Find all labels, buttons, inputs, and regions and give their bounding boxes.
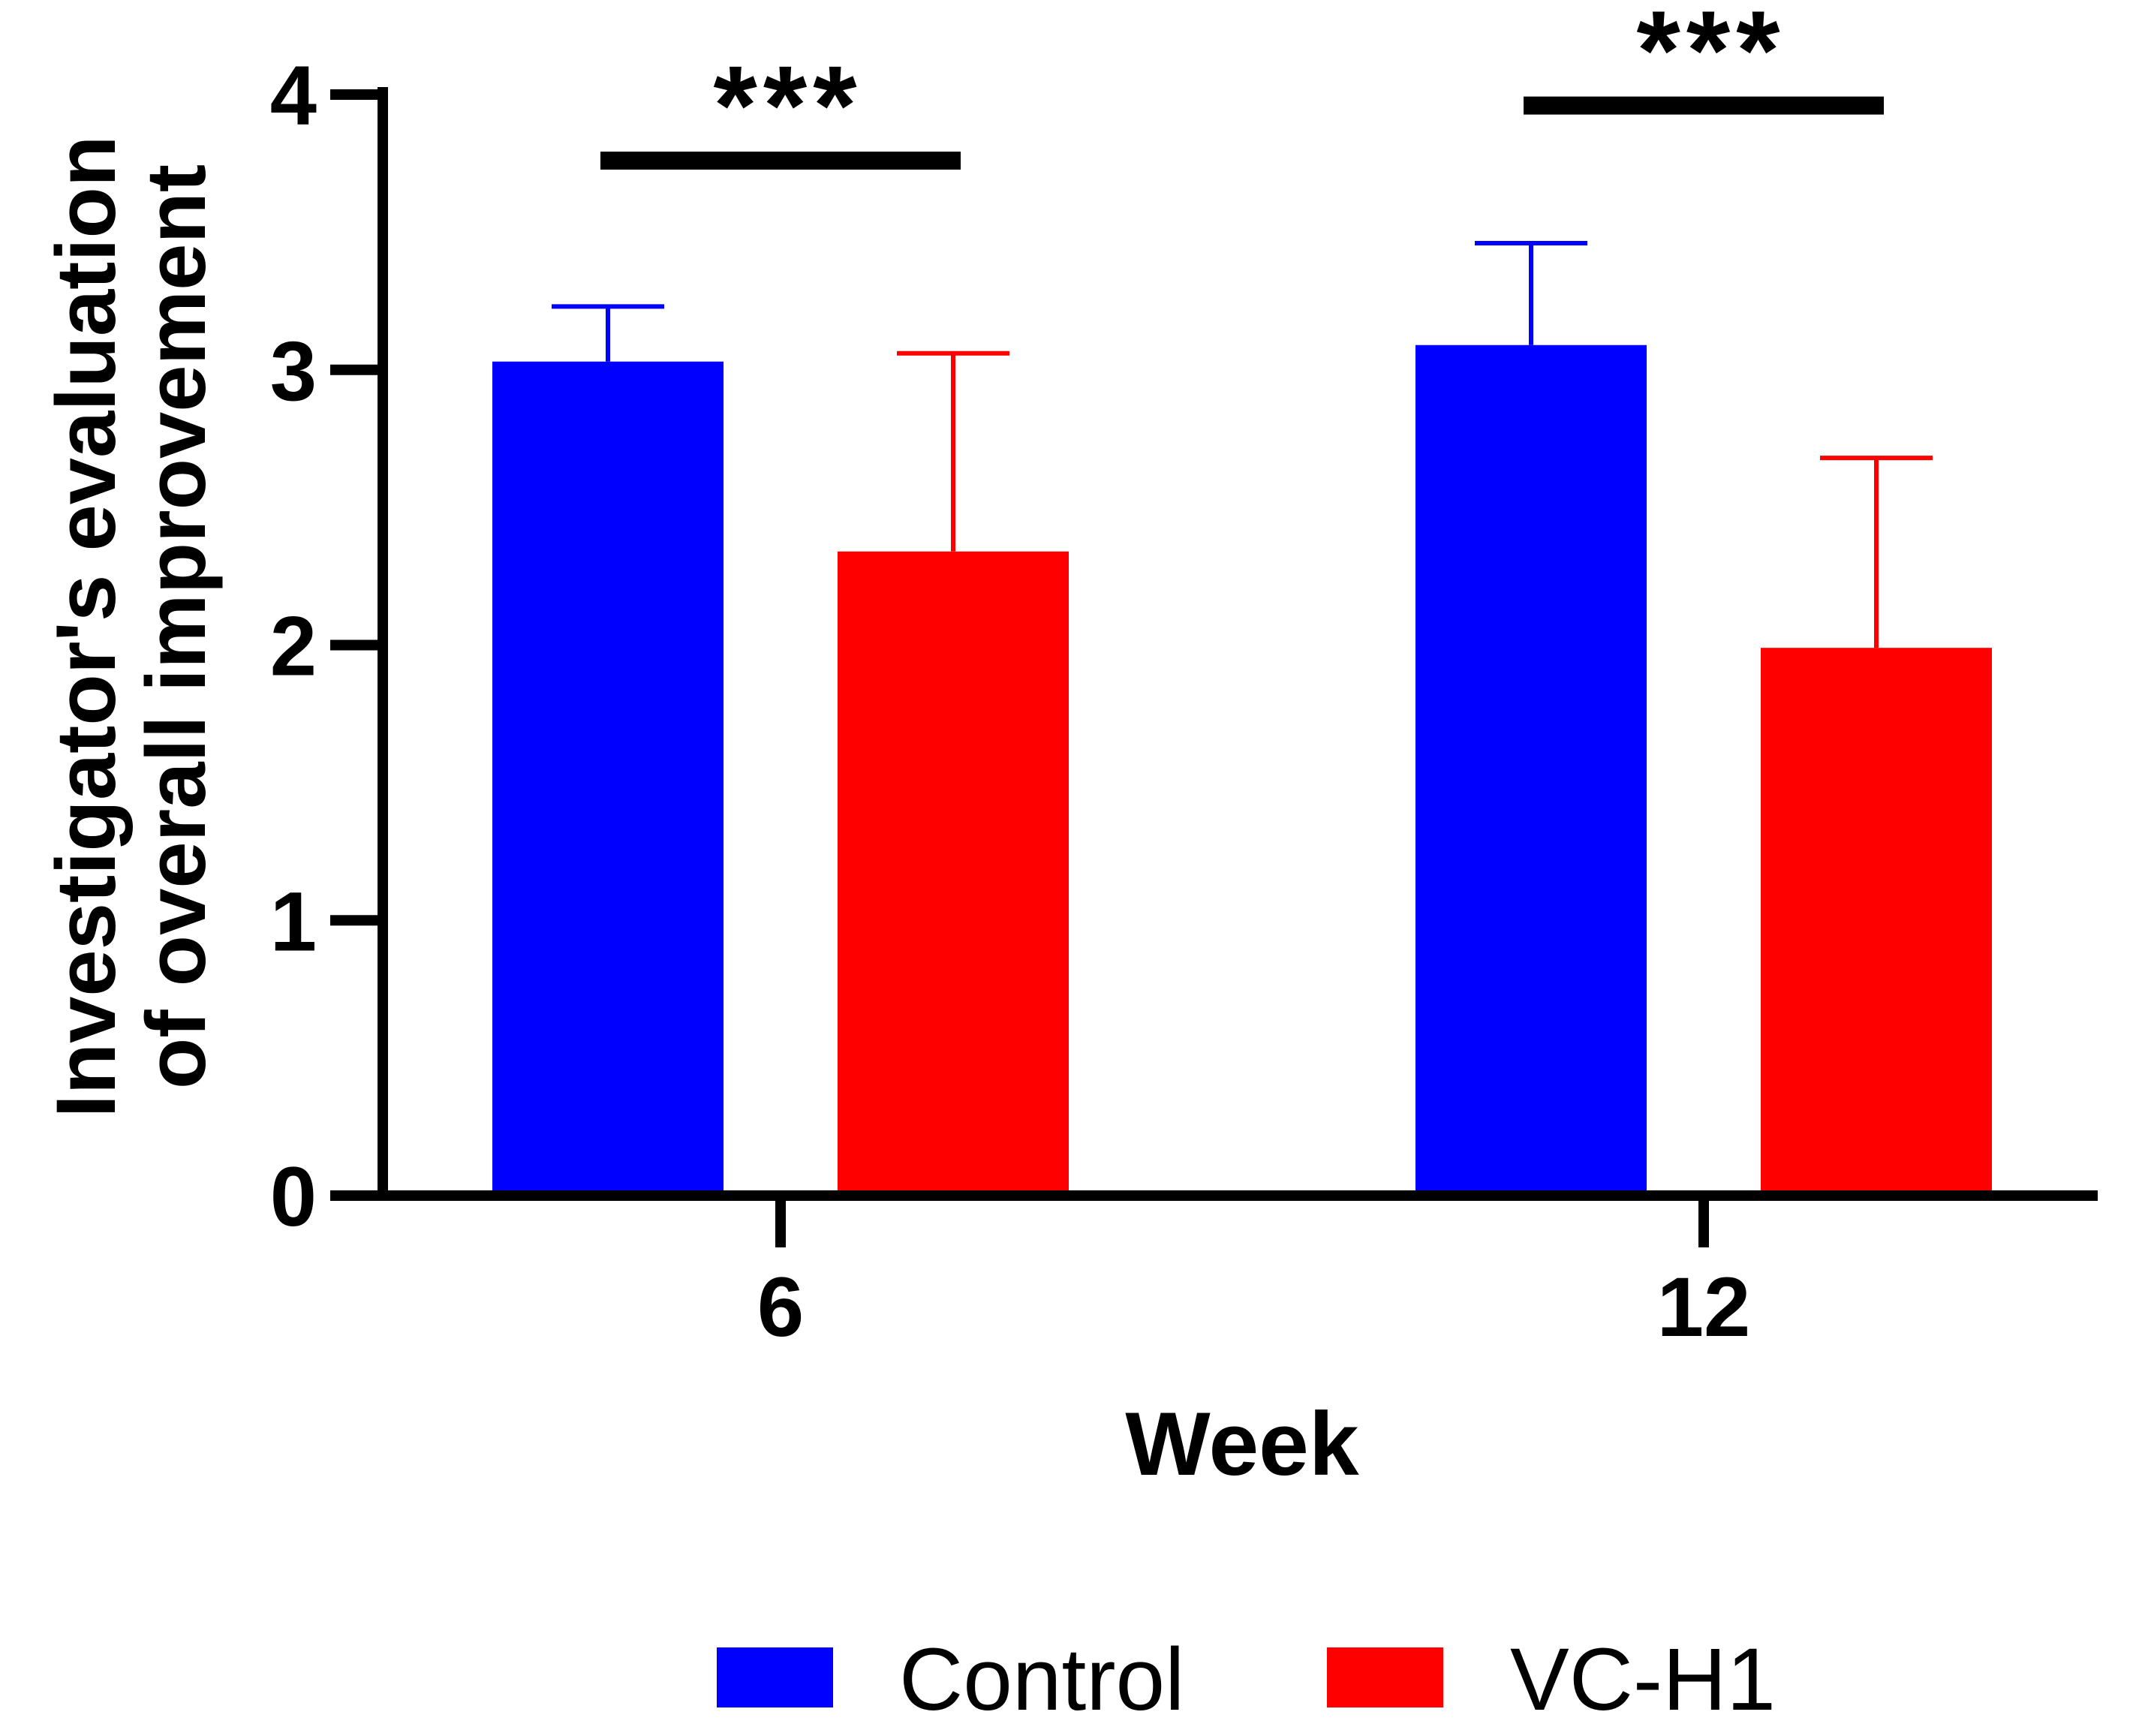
y-axis-label-line-2: of overall improvement: [129, 164, 223, 1089]
bar-control-week-12: [1415, 344, 1647, 1196]
legend-swatch-vc-h1: [1327, 1647, 1443, 1707]
x-tick-label-12: 12: [1657, 1260, 1751, 1354]
bar-vc-h1-week-12: [1761, 648, 1992, 1196]
legend-swatch-control: [717, 1647, 833, 1707]
y-axis-label-line-1: Investigator's evaluation: [39, 136, 133, 1118]
legend-label-control: Control: [899, 1630, 1184, 1729]
significance-label-week-12: ***: [1636, 0, 1786, 113]
x-ticks-layer: 6 12: [757, 1196, 1750, 1354]
y-tick-label-4: 4: [270, 49, 317, 143]
x-axis-label: Week: [1125, 1394, 1359, 1494]
y-ticks-layer: 0 1 2 3 4: [270, 49, 383, 1244]
bar-vc-h1-week-6: [838, 551, 1069, 1196]
y-axis-label: Investigator's evaluation of overall imp…: [39, 136, 223, 1118]
x-tick-label-6: 6: [757, 1260, 804, 1354]
significance-layer: *** ***: [600, 0, 1884, 170]
y-tick-label-0: 0: [270, 1150, 317, 1244]
bars-layer: [492, 344, 1992, 1196]
legend: Control VC-H1: [717, 1630, 1776, 1729]
bar-control-week-6: [492, 361, 724, 1196]
error-bars-layer: [552, 241, 1933, 648]
y-tick-label-3: 3: [270, 324, 317, 418]
y-tick-label-1: 1: [270, 874, 317, 968]
legend-label-vc-h1: VC-H1: [1510, 1630, 1776, 1729]
significance-label-week-6: ***: [713, 42, 862, 168]
y-tick-label-2: 2: [270, 600, 317, 693]
